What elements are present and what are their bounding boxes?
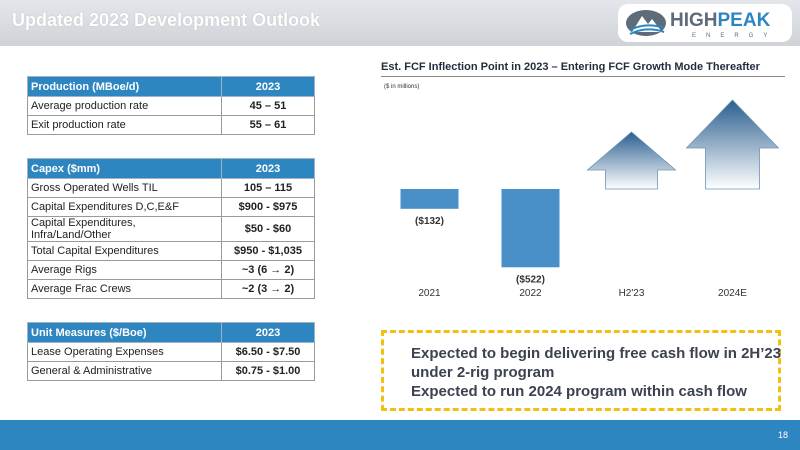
table-row: Average Rigs ~3 (6 → 2) xyxy=(27,260,315,280)
table-row: Gross Operated Wells TIL 105 – 115 xyxy=(27,178,315,198)
logo-wordmark: HIGHPEAK xyxy=(670,10,771,31)
row-value: $900 - $975 xyxy=(221,197,315,217)
table-header: 2023 xyxy=(221,322,315,343)
unit-measures-table: Unit Measures ($/Boe) 2023 Lease Operati… xyxy=(27,322,315,381)
row-value: 45 – 51 xyxy=(221,96,315,116)
row-label: Lease Operating Expenses xyxy=(27,342,222,362)
row-label: Average Frac Crews xyxy=(27,279,222,299)
table-row: Exit production rate 55 – 61 xyxy=(27,115,315,135)
row-value: 105 – 115 xyxy=(221,178,315,198)
callout-line: under 2-rig program xyxy=(411,364,555,381)
bar-2022 xyxy=(501,189,560,268)
page-title: Updated 2023 Development Outlook xyxy=(12,10,321,30)
row-value: $950 - $1,035 xyxy=(221,241,315,261)
table-header: 2023 xyxy=(221,76,315,97)
logo-subtitle: ENERGY xyxy=(692,33,778,39)
chart-title-underline xyxy=(381,76,785,77)
callout-box xyxy=(381,330,781,411)
table-row: Average production rate 45 – 51 xyxy=(27,96,315,116)
table-row: Total Capital Expenditures $950 - $1,035 xyxy=(27,241,315,261)
row-label: Exit production rate xyxy=(27,115,222,135)
row-label: General & Administrative xyxy=(27,361,222,381)
x-tick-label: 2021 xyxy=(418,288,441,299)
table-row: General & Administrative $0.75 - $1.00 xyxy=(27,361,315,381)
row-value: $50 - $60 xyxy=(221,216,315,242)
x-tick-label: H2'23 xyxy=(619,288,645,299)
row-label: Gross Operated Wells TIL xyxy=(27,178,222,198)
row-value: 55 – 61 xyxy=(221,115,315,135)
fcf-chart: ($132) 2021 ($522) 2022 H2'23 2024E xyxy=(400,99,780,299)
data-label: ($132) xyxy=(415,216,444,227)
table-row: Average Frac Crews ~2 (3 → 2) xyxy=(27,279,315,299)
table-header: Unit Measures ($/Boe) xyxy=(27,322,222,343)
row-label: Average production rate xyxy=(27,96,222,116)
growth-arrow-2024E xyxy=(685,99,780,190)
page-number: 18 xyxy=(777,430,788,440)
row-label: Capital Expenditures, Infra/Land/Other xyxy=(27,216,222,242)
chart-title: Est. FCF Inflection Point in 2023 – Ente… xyxy=(381,61,760,73)
row-label: Capital Expenditures D,C,E&F xyxy=(27,197,222,217)
row-value: ~2 (3 → 2) xyxy=(221,279,315,299)
x-tick-label: 2024E xyxy=(718,288,747,299)
row-value: $0.75 - $1.00 xyxy=(221,361,315,381)
row-value: ~3 (6 → 2) xyxy=(221,260,315,280)
table-header: Capex ($mm) xyxy=(27,158,222,179)
bar-2021 xyxy=(400,189,459,209)
callout-line: Expected to run 2024 program within cash… xyxy=(411,383,747,400)
row-label: Average Rigs xyxy=(27,260,222,280)
x-tick-label: 2022 xyxy=(519,288,542,299)
table-row: Lease Operating Expenses $6.50 - $7.50 xyxy=(27,342,315,362)
growth-arrow-H2'23 xyxy=(586,131,677,190)
table-row: Capital Expenditures, Infra/Land/Other $… xyxy=(27,216,315,242)
company-logo: HIGHPEAK ENERGY xyxy=(618,4,792,42)
capex-table: Capex ($mm) 2023 Gross Operated Wells TI… xyxy=(27,158,315,299)
table-header: 2023 xyxy=(221,158,315,179)
mountain-icon xyxy=(626,10,666,36)
production-table: Production (MBoe/d) 2023 Average product… xyxy=(27,76,315,135)
footer-bar xyxy=(0,420,800,450)
row-value: $6.50 - $7.50 xyxy=(221,342,315,362)
chart-unit-note: ($ in millions) xyxy=(384,84,420,90)
table-header: Production (MBoe/d) xyxy=(27,76,222,97)
row-label: Total Capital Expenditures xyxy=(27,241,222,261)
data-label: ($522) xyxy=(516,274,545,285)
callout-line: Expected to begin delivering free cash f… xyxy=(411,345,782,362)
table-row: Capital Expenditures D,C,E&F $900 - $975 xyxy=(27,197,315,217)
